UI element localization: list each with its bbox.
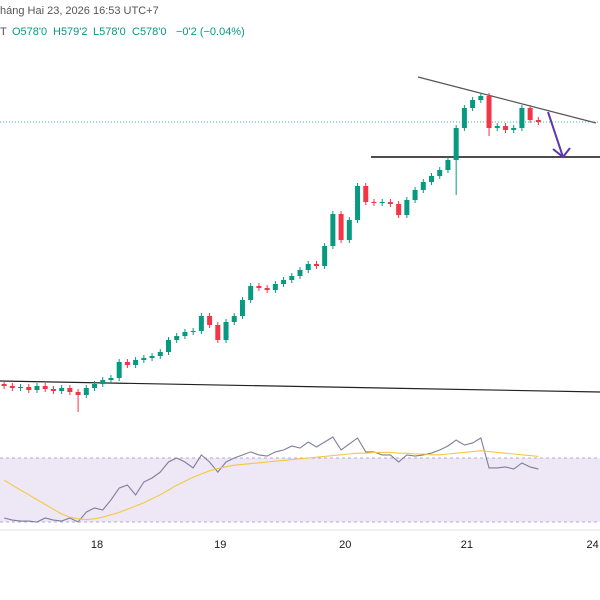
candle-body <box>470 100 476 108</box>
candle-body <box>437 170 443 176</box>
candle-body <box>461 108 467 128</box>
candle-body <box>420 182 426 190</box>
candle-body <box>133 360 139 365</box>
candle-body <box>355 186 361 220</box>
candle-body <box>223 322 229 340</box>
indicator-band <box>0 458 600 522</box>
x-tick-label: 20 <box>339 539 351 551</box>
x-tick-label: 18 <box>91 539 103 551</box>
candle-body <box>248 286 254 300</box>
candle-body <box>190 331 196 332</box>
candle-body <box>92 384 98 388</box>
x-tick-label: 24 <box>586 539 598 551</box>
candle-body <box>445 160 451 170</box>
candle-body <box>412 190 418 200</box>
candle-body <box>149 356 155 358</box>
candle-body <box>34 386 40 390</box>
header-change: −0'2 (−0.04%) <box>176 26 245 38</box>
candle-body <box>18 387 24 388</box>
candle-body <box>346 220 352 240</box>
header-date: háng Hai 23, 2026 16:53 UTC+7 <box>0 5 159 17</box>
candle-body <box>486 96 492 128</box>
candle-body <box>108 378 114 380</box>
x-tick-label: 19 <box>214 539 226 551</box>
candle-body <box>50 389 56 391</box>
candle-body <box>297 270 303 276</box>
trend-line <box>0 380 600 393</box>
candle-body <box>502 126 508 130</box>
candle-body <box>289 276 295 280</box>
candle-body <box>9 386 15 388</box>
candle-body <box>124 362 130 365</box>
candle-body <box>182 332 188 336</box>
candle-body <box>527 108 533 120</box>
candle-body <box>157 352 163 356</box>
header-close: C578'0 <box>132 26 167 38</box>
trend-line <box>417 76 597 124</box>
candle-body <box>330 214 336 246</box>
candle-body <box>256 286 262 288</box>
candle-body <box>478 96 484 100</box>
candle-body <box>215 325 221 340</box>
candle-body <box>1 384 7 386</box>
candle-body <box>338 214 344 240</box>
header-high: H579'2 <box>53 26 88 38</box>
candle-body <box>453 128 459 160</box>
candle-body <box>207 316 213 325</box>
candle-body <box>519 108 525 128</box>
candle-body <box>494 126 500 128</box>
header-open: O578'0 <box>12 26 47 38</box>
candle-body <box>387 202 393 204</box>
candle-body <box>26 387 32 390</box>
candle-body <box>322 246 328 266</box>
drawings <box>0 76 600 393</box>
candle-body <box>379 202 385 203</box>
x-tick-label: 21 <box>461 539 473 551</box>
candle-body <box>75 392 81 395</box>
candle-body <box>305 264 311 270</box>
candle-body <box>371 202 377 203</box>
header-symbol: T <box>0 26 7 38</box>
candle-body <box>100 380 106 384</box>
candle-body <box>174 336 180 340</box>
candle-body <box>404 200 410 215</box>
candle-body <box>67 388 73 392</box>
candle-body <box>239 300 245 316</box>
candle-body <box>141 358 147 360</box>
candle-body <box>59 388 65 391</box>
candle-body <box>281 280 287 284</box>
indicator-line <box>3 450 539 521</box>
candle-body <box>511 128 517 130</box>
candle-body <box>165 340 171 352</box>
candle-body <box>231 316 237 322</box>
header-low: L578'0 <box>93 26 126 38</box>
candle-body <box>272 284 278 290</box>
candle-body <box>116 362 122 378</box>
candle-body <box>363 186 369 202</box>
candle-body <box>396 204 402 215</box>
candle-body <box>313 264 319 266</box>
candle-body <box>535 120 541 122</box>
candle-body <box>83 388 89 395</box>
candle-body <box>429 176 435 182</box>
candle-body <box>42 386 48 389</box>
candle-body <box>198 316 204 331</box>
candle-body <box>264 288 270 290</box>
indicator-line <box>3 436 539 523</box>
arrow <box>547 111 571 159</box>
